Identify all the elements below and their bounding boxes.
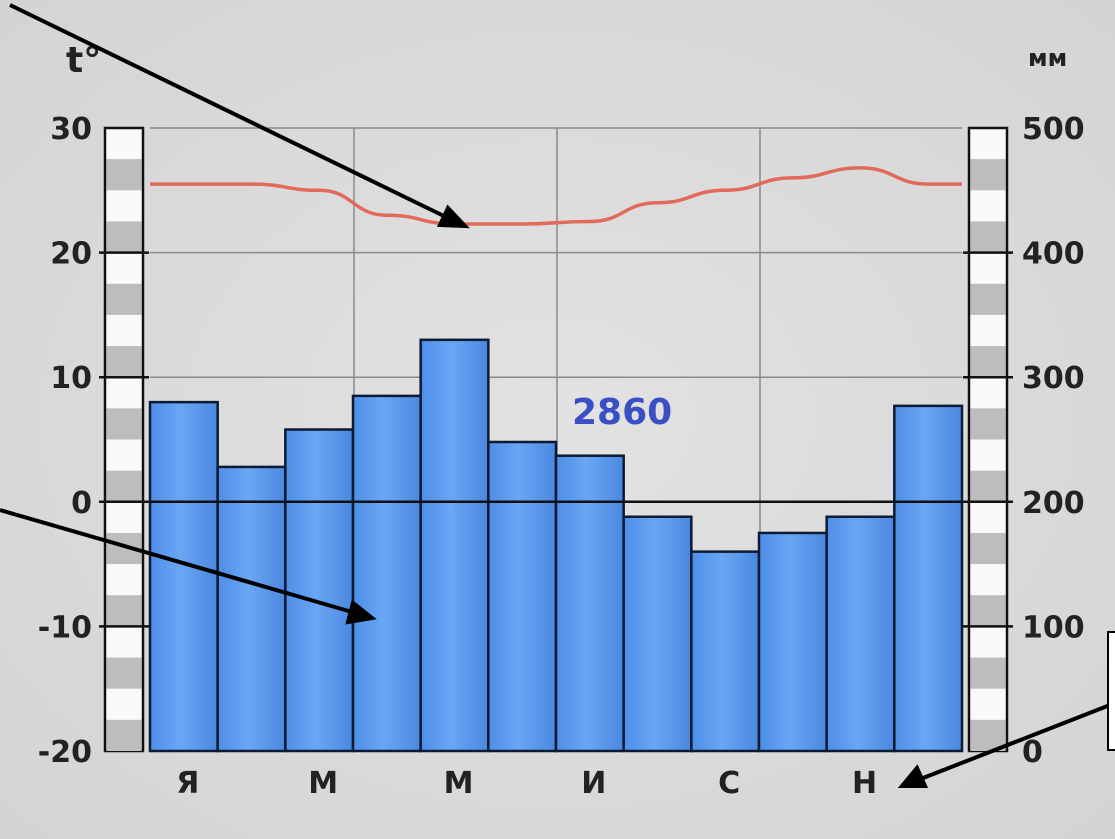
month-label: С — [718, 766, 740, 801]
scale-stripe — [971, 346, 1006, 377]
scale-stripe — [971, 284, 1006, 315]
scale-stripe — [107, 159, 142, 190]
month-label: М — [444, 766, 474, 801]
legend-box-partial — [1108, 632, 1115, 750]
month-label: М — [308, 766, 338, 801]
scale-stripe — [107, 346, 142, 377]
scale-stripe — [971, 658, 1006, 689]
right-scale-column — [963, 128, 1013, 751]
precipitation-bar — [421, 340, 489, 751]
scale-stripe — [107, 471, 142, 502]
scale-stripe — [107, 658, 142, 689]
month-label: Я — [176, 766, 199, 801]
precipitation-bar — [285, 430, 353, 751]
scale-stripe — [971, 221, 1006, 252]
right-tick-label: 300 — [1022, 361, 1085, 396]
scale-stripe — [971, 471, 1006, 502]
left-tick-label: 0 — [71, 486, 92, 521]
precipitation-bar — [624, 517, 692, 751]
scale-stripe — [971, 595, 1006, 626]
precipitation-bar — [894, 406, 962, 751]
right-tick-label: 400 — [1022, 237, 1085, 272]
precipitation-bar — [353, 396, 421, 751]
precipitation-bar — [827, 517, 895, 751]
scale-stripe — [971, 533, 1006, 564]
precipitation-bar — [759, 533, 827, 751]
scale-stripe — [971, 408, 1006, 439]
scale-stripe — [107, 408, 142, 439]
month-label: Н — [852, 766, 877, 801]
left-tick-label: 10 — [50, 361, 92, 396]
month-label: И — [581, 766, 606, 801]
left-scale-column — [99, 128, 149, 751]
scale-stripe — [107, 221, 142, 252]
left-tick-label: -10 — [38, 610, 92, 645]
annual-precipitation-label: 2860 — [572, 392, 672, 433]
precipitation-bar — [218, 467, 286, 751]
precipitation-bar — [556, 456, 624, 751]
precipitation-bar — [691, 552, 759, 751]
left-tick-label: 20 — [50, 237, 92, 272]
precipitation-bar — [488, 442, 556, 751]
right-tick-label: 100 — [1022, 610, 1085, 645]
right-axis-label: мм — [1028, 44, 1067, 72]
left-tick-label: 30 — [50, 112, 92, 147]
scale-stripe — [107, 720, 142, 751]
left-tick-label: -20 — [38, 735, 92, 770]
right-tick-label: 200 — [1022, 486, 1085, 521]
scale-stripe — [107, 284, 142, 315]
scale-stripe — [107, 595, 142, 626]
right-tick-label: 500 — [1022, 112, 1085, 147]
precipitation-bar — [150, 402, 218, 751]
scale-stripe — [971, 159, 1006, 190]
